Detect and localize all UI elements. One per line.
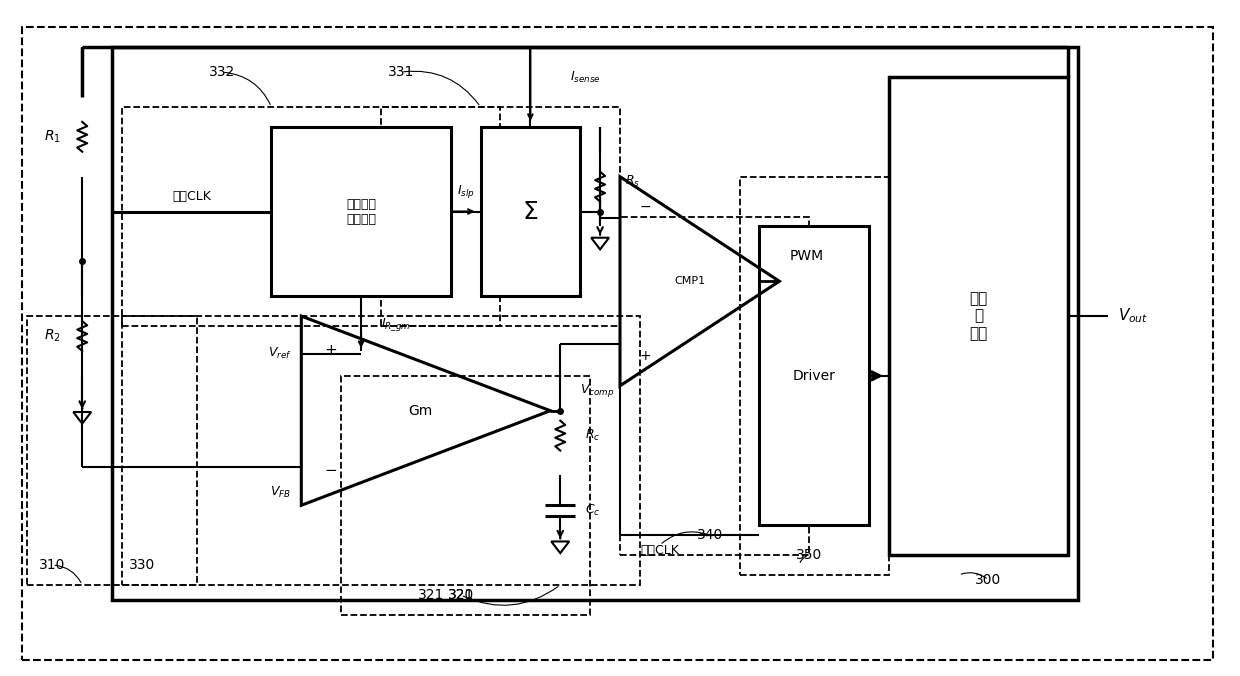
Text: 320: 320 [448, 588, 474, 602]
Text: 300: 300 [976, 573, 1002, 587]
Text: −: − [639, 199, 651, 214]
Text: Σ: Σ [522, 199, 538, 224]
Bar [759, 226, 869, 525]
Bar [620, 216, 810, 555]
Bar [122, 107, 501, 326]
Text: 外部CLK: 外部CLK [172, 190, 211, 203]
Text: $I_{sense}$: $I_{sense}$ [570, 70, 601, 84]
Text: $V_{comp}$: $V_{comp}$ [580, 383, 615, 400]
Bar [481, 127, 580, 296]
Text: −: − [325, 463, 337, 478]
Text: 321: 321 [448, 588, 474, 602]
Text: $R_1$: $R_1$ [43, 128, 61, 145]
Text: 332: 332 [208, 65, 234, 79]
Text: +: + [639, 349, 651, 363]
Bar [341, 376, 590, 615]
Text: $R_2$: $R_2$ [43, 328, 61, 344]
Text: $V_{out}$: $V_{out}$ [1118, 307, 1148, 325]
Bar [27, 316, 197, 585]
Text: 350: 350 [796, 548, 822, 562]
Text: 外部CLK: 外部CLK [640, 544, 680, 556]
Bar [739, 176, 889, 575]
Text: 331: 331 [388, 65, 414, 79]
Text: 功率
级
电路: 功率 级 电路 [970, 291, 987, 341]
Bar [381, 107, 620, 326]
Bar [112, 47, 1078, 600]
Text: $R_c$: $R_c$ [585, 428, 600, 443]
Text: +: + [325, 343, 337, 358]
Text: 321: 321 [418, 588, 444, 602]
Text: $R_s$: $R_s$ [625, 174, 640, 189]
Text: Driver: Driver [792, 369, 836, 383]
Text: 330: 330 [129, 558, 155, 572]
Text: $V_{FB}$: $V_{FB}$ [270, 485, 291, 500]
Bar [122, 316, 640, 585]
Text: $V_{ref}$: $V_{ref}$ [268, 346, 291, 362]
Text: 补偿电流
产生电路: 补偿电流 产生电路 [346, 197, 376, 226]
Text: 310: 310 [40, 558, 66, 572]
Bar [889, 77, 1068, 555]
Text: PWM: PWM [790, 249, 823, 264]
Text: $C_c$: $C_c$ [585, 503, 600, 518]
Text: Gm: Gm [409, 404, 433, 418]
Text: 340: 340 [697, 528, 723, 542]
Text: CMP1: CMP1 [675, 276, 706, 286]
Text: $I_{slp}$: $I_{slp}$ [456, 183, 475, 200]
Bar [272, 127, 450, 296]
Text: $I_{R\_gm}$: $I_{R\_gm}$ [381, 316, 410, 333]
